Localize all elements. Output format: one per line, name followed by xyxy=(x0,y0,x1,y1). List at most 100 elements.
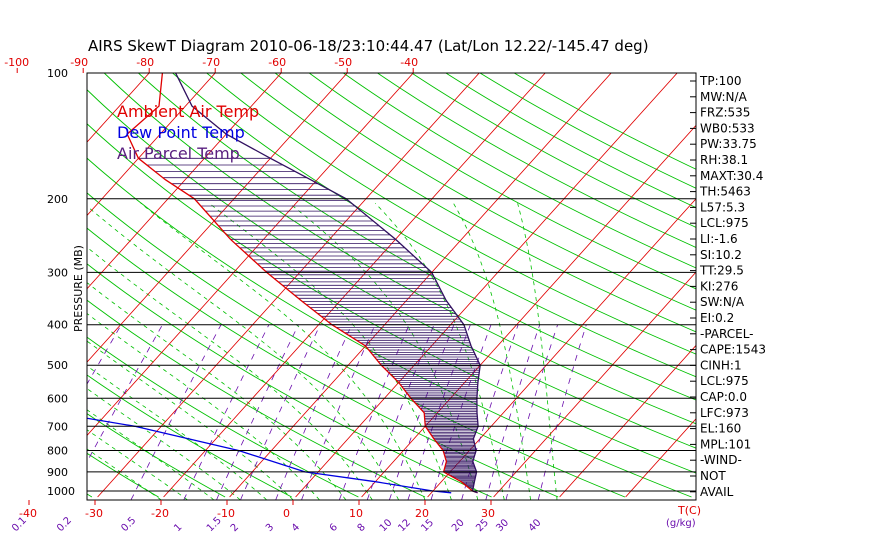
moist-adiabat-line xyxy=(208,202,452,500)
top-tick-label: -80 xyxy=(136,56,154,69)
pressure-tick-label: 1000 xyxy=(47,485,75,498)
pressure-tick-label: 800 xyxy=(47,445,68,458)
legend-dew-point-temp: Dew Point Temp xyxy=(117,123,245,142)
isobars xyxy=(87,72,696,492)
dry-adiabat-line xyxy=(377,73,696,248)
stat-item: EI:0.2 xyxy=(700,311,734,325)
stat-item: LFC:973 xyxy=(700,406,749,420)
dry-adiabat-line xyxy=(343,73,696,269)
isotherm-line xyxy=(87,73,348,363)
y-axis-label: PRESSURE (MB) xyxy=(72,245,85,332)
dew-point-curve xyxy=(87,417,452,494)
dry-adiabat-line xyxy=(479,73,696,189)
stat-item: SI:10.2 xyxy=(700,248,742,262)
bottom-tick-label: 20 xyxy=(415,507,429,520)
stat-item: -PARCEL- xyxy=(700,327,754,341)
dry-adiabat-line xyxy=(274,73,696,311)
isotherm-line xyxy=(87,73,282,290)
stat-item: L57:5.3 xyxy=(700,200,745,214)
moist-adiabat-line xyxy=(87,205,399,500)
top-tick-label: -70 xyxy=(202,56,220,69)
mixing-ratio-line xyxy=(485,324,541,500)
stat-item: -WIND- xyxy=(700,453,742,467)
bottom-tick-label: 0 xyxy=(283,507,290,520)
moist-adiabat-line xyxy=(87,409,215,500)
stat-item: TT:29.5 xyxy=(699,264,744,278)
mixing-ratio-line xyxy=(275,324,353,500)
stat-item: SW:N/A xyxy=(700,295,745,309)
stat-item: LI:-1.6 xyxy=(700,232,738,246)
mixing-ratio-line xyxy=(301,324,376,500)
stat-item: AVAIL xyxy=(700,485,734,499)
dry-adiabat-line xyxy=(445,73,696,209)
pressure-tick-label: 900 xyxy=(47,466,68,479)
cape-hatching xyxy=(138,157,481,491)
pressure-tick-label: 400 xyxy=(47,319,68,332)
legend: Ambient Air Temp Dew Point Temp Air Parc… xyxy=(117,102,259,163)
bottom-tick-label: -10 xyxy=(217,507,235,520)
pressure-tick-label: 700 xyxy=(47,420,68,433)
top-tick-label: -60 xyxy=(268,56,286,69)
mixing-ratio-line xyxy=(505,324,558,500)
stat-item: MAXT:30.4 xyxy=(700,169,763,183)
stat-item: KI:276 xyxy=(700,279,738,293)
moist-adiabat-line xyxy=(87,365,267,500)
pressure-tick-label: 200 xyxy=(47,193,68,206)
stat-item: WB0:533 xyxy=(700,121,755,135)
bottom-tick-label: -30 xyxy=(85,507,103,520)
stat-item: TH:5463 xyxy=(699,185,751,199)
chart-title: AIRS SkewT Diagram 2010-06-18/23:10:44.4… xyxy=(88,37,649,55)
dry-adiabat-line xyxy=(172,73,696,378)
dry-adiabat-line xyxy=(308,73,696,290)
stat-item: RH:38.1 xyxy=(700,153,748,167)
moist-adiabat-line xyxy=(87,246,373,500)
bottom-tick-label: 10 xyxy=(349,507,363,520)
stat-item: MW:N/A xyxy=(700,90,748,104)
mixing-ratio-line xyxy=(240,324,321,500)
bottom-tick-label: -40 xyxy=(19,507,37,520)
temperature-unit-label: T(C) xyxy=(677,504,701,517)
bottom-tick-label: -20 xyxy=(151,507,169,520)
dry-adiabat-line xyxy=(240,73,696,333)
stat-item: CAP:0.0 xyxy=(700,390,747,404)
stat-item: EL:160 xyxy=(700,422,741,436)
moist-adiabat-line xyxy=(87,388,241,500)
moist-adiabat-line xyxy=(87,282,347,500)
stat-item: FRZ:535 xyxy=(700,106,750,120)
stat-item: LCL:975 xyxy=(700,374,749,388)
dry-adiabat-line xyxy=(206,73,696,355)
pressure-tick-label: 300 xyxy=(47,266,68,279)
top-tick-label: -40 xyxy=(400,56,418,69)
pressure-ticks: 100 200 300 400 500 600 700 800 900 1000 xyxy=(47,67,75,498)
stat-item: CINH:1 xyxy=(700,358,742,372)
dry-adiabat-line xyxy=(411,73,696,228)
pressure-tick-label: 100 xyxy=(47,67,68,80)
top-tick-label: -50 xyxy=(334,56,352,69)
stat-item: TP:100 xyxy=(699,74,742,88)
bottom-tick-label: 30 xyxy=(481,507,495,520)
mixing-ratio-line xyxy=(183,324,270,500)
stat-item: CAPE:1543 xyxy=(700,343,766,357)
top-temperature-ticks: -120-110-100-90-80-70-60-50-40 xyxy=(4,56,418,73)
isotherm-line xyxy=(87,73,216,217)
mixing-ratio-line xyxy=(87,324,163,463)
dry-adiabat-line xyxy=(138,73,696,401)
mixing-ratio-line xyxy=(216,324,299,500)
legend-ambient-air-temp: Ambient Air Temp xyxy=(117,102,259,121)
top-tick-label: -90 xyxy=(70,56,88,69)
moist-adiabat-line xyxy=(517,203,558,500)
moist-adiabat-line xyxy=(453,203,531,500)
stat-item: NOT xyxy=(700,469,726,483)
dry-adiabat-line xyxy=(513,73,696,170)
pressure-tick-label: 500 xyxy=(47,359,68,372)
pressure-tick-label: 600 xyxy=(47,392,68,405)
stat-item: LCL:975 xyxy=(700,216,749,230)
mixing-ratio-unit-label: (g/kg) xyxy=(666,518,696,529)
stat-item: PW:33.75 xyxy=(700,137,757,151)
top-tick-label: -100 xyxy=(4,56,29,69)
legend-air-parcel-temp: Air Parcel Temp xyxy=(117,144,240,163)
mixing-ratio-line xyxy=(537,324,587,500)
